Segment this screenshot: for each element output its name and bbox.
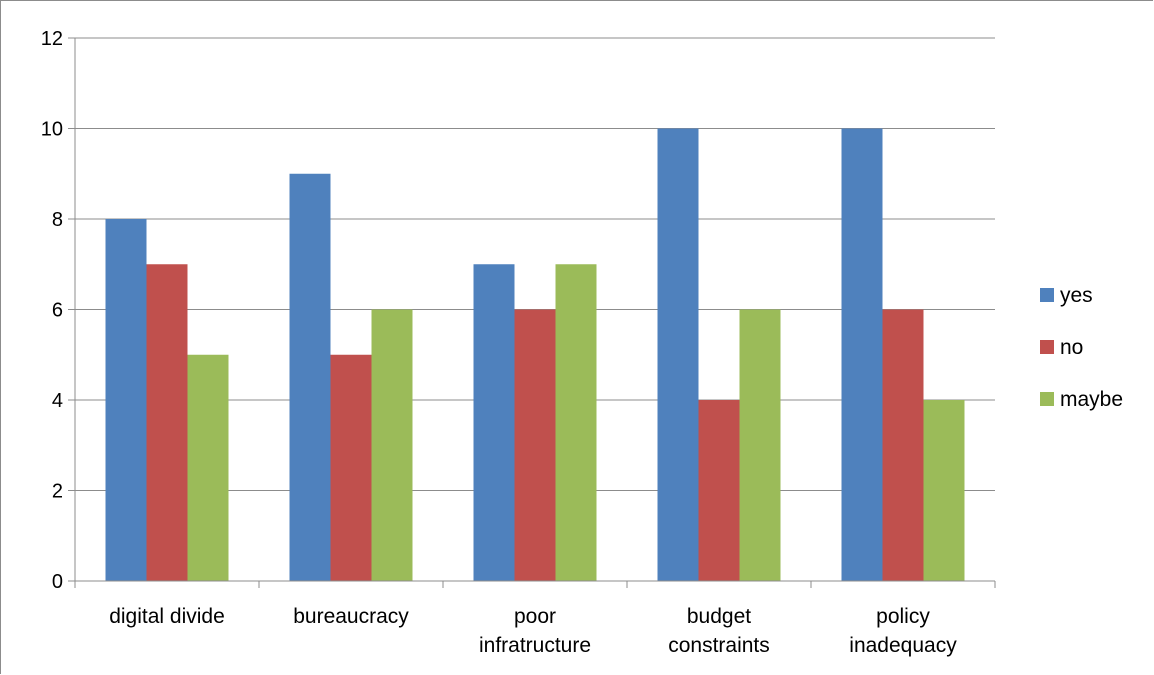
- bar-no-0: [146, 264, 188, 581]
- bar-maybe-4: [923, 400, 965, 581]
- x-category-label: poor: [514, 605, 556, 628]
- x-category-label: constraints: [668, 634, 770, 657]
- bar-no-1: [330, 354, 372, 581]
- y-tick-label: 6: [52, 300, 63, 322]
- bar-maybe-2: [555, 264, 597, 581]
- bar-no-2: [514, 309, 556, 581]
- legend-label-maybe: maybe: [1060, 388, 1123, 411]
- x-category-label: budget: [687, 605, 751, 628]
- bar-no-4: [882, 309, 924, 581]
- bar-maybe-3: [739, 309, 781, 581]
- x-category-label: bureaucracy: [293, 605, 409, 628]
- x-axis-labels: digital divide bureaucracy poor infratructu…: [109, 605, 957, 657]
- legend: yes no maybe: [1040, 284, 1123, 411]
- legend-swatch-maybe: [1040, 392, 1054, 406]
- legend-swatch-yes: [1040, 288, 1054, 302]
- y-tick-label: 10: [41, 119, 63, 141]
- x-category-label: infratructure: [479, 634, 591, 657]
- bar-yes-1: [289, 173, 331, 581]
- bar-yes-0: [105, 219, 147, 581]
- y-tick-label: 2: [52, 481, 63, 503]
- y-tick-label: 12: [41, 28, 63, 50]
- legend-label-yes: yes: [1060, 284, 1093, 307]
- bar-maybe-0: [187, 354, 229, 581]
- bar-yes-2: [473, 264, 515, 581]
- x-category-label: policy: [876, 605, 930, 628]
- y-axis-ticks: 0 2 4 6 8 10 12: [41, 28, 75, 593]
- x-category-label: digital divide: [109, 605, 225, 628]
- y-tick-label: 4: [52, 390, 63, 412]
- legend-swatch-no: [1040, 340, 1054, 354]
- bar-yes-3: [657, 128, 699, 581]
- x-category-label: inadequacy: [849, 634, 957, 657]
- legend-label-no: no: [1060, 336, 1083, 359]
- bars: [105, 128, 965, 581]
- bar-yes-4: [841, 128, 883, 581]
- bar-maybe-1: [371, 309, 413, 581]
- y-tick-label: 0: [52, 571, 63, 593]
- y-tick-label: 8: [52, 209, 63, 231]
- bar-no-3: [698, 400, 740, 581]
